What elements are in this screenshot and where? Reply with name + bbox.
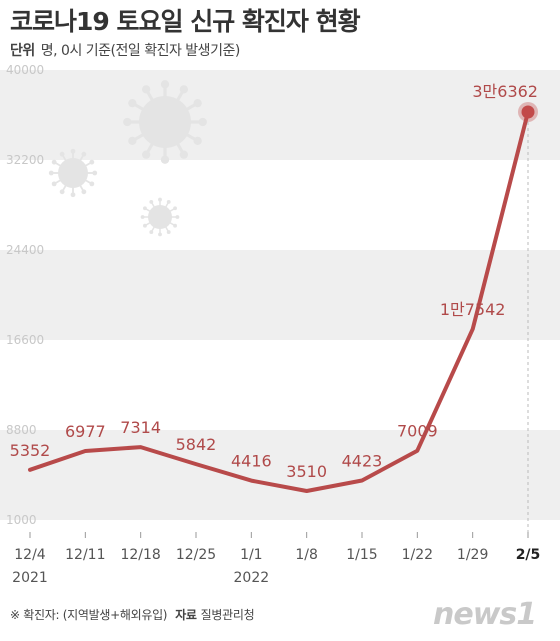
- data-label: 1만7542: [440, 300, 506, 319]
- news1-logo: news1: [433, 597, 537, 632]
- data-label: 4423: [342, 452, 383, 471]
- x-tick-label: 1/1: [240, 547, 263, 563]
- source-label: 자료: [175, 608, 197, 622]
- virus-icon: [123, 80, 207, 164]
- x-tick-label: 1/22: [402, 547, 433, 563]
- data-label: 7009: [397, 422, 438, 441]
- data-label: 3510: [286, 462, 327, 481]
- x-tick-label: 1/29: [457, 547, 488, 563]
- y-tick-label: 16600: [6, 333, 44, 347]
- grid-band: [0, 70, 560, 160]
- y-tick-label: 40000: [6, 63, 44, 77]
- x-tick-label: 2/5: [516, 547, 541, 563]
- y-tick-label: 8800: [6, 423, 37, 437]
- x-year-label: 2022: [234, 570, 270, 586]
- chart-title: 코로나19 토요일 신규 확진자 현황: [10, 7, 361, 36]
- unit-text: 명, 0시 기준(전일 확진자 발생기준): [40, 43, 241, 59]
- grid-band: [0, 430, 560, 520]
- x-tick-label: 12/4: [14, 547, 46, 563]
- x-tick-label: 12/25: [176, 547, 216, 563]
- x-tick-label: 12/11: [65, 547, 105, 563]
- x-tick-label: 12/18: [120, 547, 160, 563]
- virus-icon: [140, 197, 180, 237]
- unit-note: 단위 명, 0시 기준(전일 확진자 발생기준): [10, 40, 240, 60]
- y-tick-label: 32200: [6, 153, 44, 167]
- data-label: 5352: [10, 441, 51, 460]
- data-label: 4416: [231, 452, 272, 471]
- source-text: 질병관리청: [200, 608, 255, 622]
- unit-label: 단위: [10, 43, 35, 59]
- y-tick-label: 1000: [6, 513, 37, 527]
- grid-band: [0, 250, 560, 340]
- x-tick-label: 1/15: [346, 547, 377, 563]
- footer: ※ 확진자: (지역발생+해외유입) 자료 질병관리청: [10, 606, 255, 623]
- data-label: 5842: [176, 435, 217, 454]
- data-label: 6977: [65, 422, 106, 441]
- data-label: 3만6362: [472, 82, 538, 101]
- x-year-label: 2021: [12, 570, 48, 586]
- y-tick-label: 24400: [6, 243, 44, 257]
- x-tick-label: 1/8: [295, 547, 318, 563]
- virus-icon: [48, 148, 98, 198]
- series-line: [28, 110, 530, 493]
- highlight-point: [521, 105, 535, 119]
- footnote: ※ 확진자: (지역발생+해외유입): [10, 608, 168, 622]
- data-label: 7314: [120, 418, 161, 437]
